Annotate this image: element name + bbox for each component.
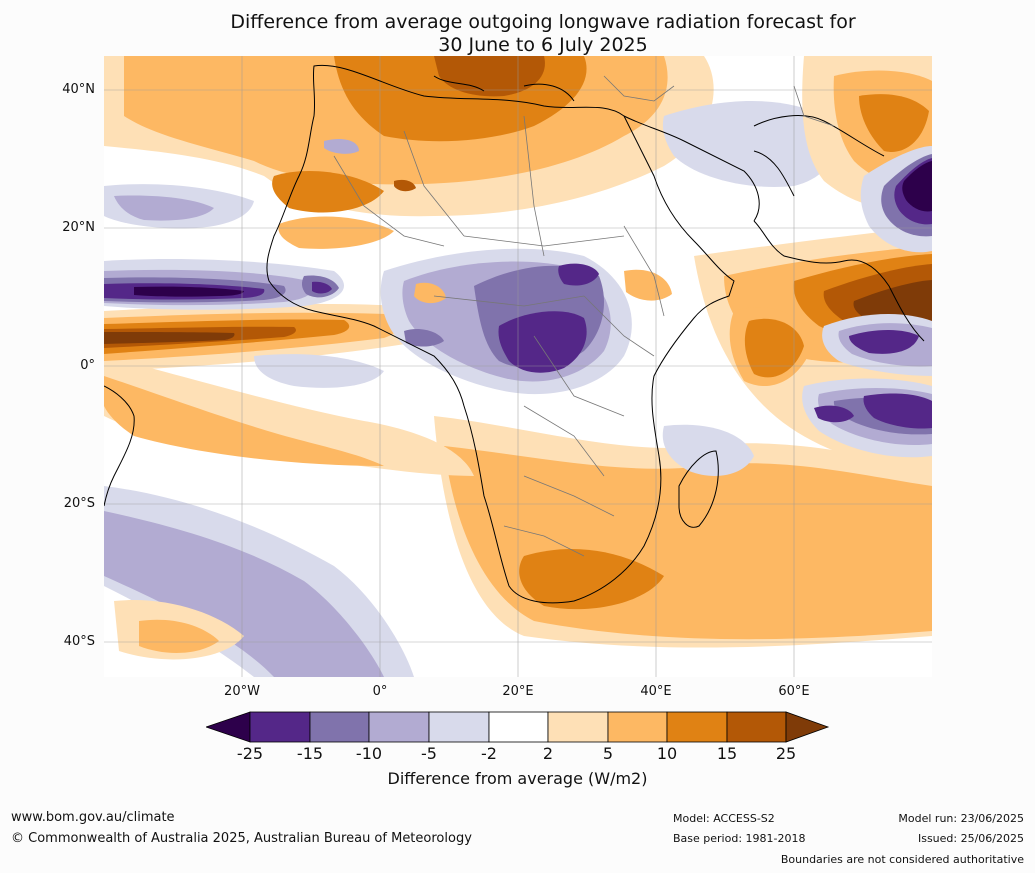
colorbar-swatch — [607, 711, 668, 743]
anomaly-contour — [312, 281, 332, 294]
colorbar-tick: 10 — [656, 744, 678, 763]
colorbar — [206, 711, 830, 743]
footer-issued: Issued: 25/06/2025 — [917, 832, 1024, 845]
anomaly-contour — [558, 263, 599, 286]
footer-disclaimer: Boundaries are not considered authoritat… — [780, 853, 1024, 866]
colorbar-swatch — [309, 711, 370, 743]
anomaly-contour — [104, 356, 474, 476]
anomaly-contour — [114, 195, 214, 221]
anomaly-contour — [519, 548, 664, 610]
lat-label-40s: 40°S — [63, 634, 95, 649]
colorbar-tick: 2 — [542, 744, 554, 763]
coastlines — [104, 64, 925, 604]
anomaly-contour — [272, 171, 384, 213]
colorbar-tick: 25 — [775, 744, 797, 763]
footer-model: Model: ACCESS-S2 — [673, 812, 775, 825]
colorbar-tick: -25 — [236, 744, 264, 763]
colorbar-swatch — [547, 711, 609, 743]
anomaly-contour — [444, 446, 932, 640]
anomaly-contour — [744, 318, 804, 378]
lon-label-40e: 40°E — [640, 684, 672, 699]
anomaly-contour — [849, 330, 919, 354]
lon-label-60e: 60°E — [778, 684, 810, 699]
colorbar-swatch — [726, 711, 787, 743]
anomaly-contour — [434, 56, 545, 97]
anomaly-contour — [394, 179, 416, 192]
map-title-line-1: Difference from average outgoing longwav… — [230, 11, 856, 33]
map-title-line-2: 30 June to 6 July 2025 — [438, 34, 648, 56]
anomaly-contour — [278, 216, 394, 249]
country-borders — [333, 75, 835, 557]
colorbar-swatch — [428, 711, 490, 743]
anomaly-contour — [498, 311, 587, 373]
colorbar-swatch — [666, 711, 728, 743]
anomaly-contour — [859, 94, 929, 152]
anomaly-contour — [104, 332, 235, 344]
anomaly-contour — [324, 139, 359, 154]
anomaly-contour — [863, 393, 932, 429]
anomaly-contour — [104, 511, 384, 677]
colorbar-swatch — [368, 711, 430, 743]
lon-label-0: 0° — [372, 684, 388, 699]
colorbar-swatch — [249, 711, 311, 743]
lon-label-20w: 20°W — [224, 684, 260, 699]
colorbar-tick: 15 — [716, 744, 738, 763]
footer-base-period: Base period: 1981-2018 — [673, 832, 806, 845]
anomaly-contour — [662, 424, 754, 476]
colorbar-tick: -5 — [421, 744, 437, 763]
lat-label-20s: 20°S — [63, 496, 95, 511]
anomaly-contour — [814, 405, 854, 423]
colorbar-tick: -10 — [355, 744, 383, 763]
anomaly-contour — [254, 354, 384, 388]
anomaly-contour — [902, 161, 932, 212]
lat-label-40n: 40°N — [62, 82, 95, 97]
anomaly-contour — [662, 101, 834, 187]
anomaly-contour — [104, 376, 384, 466]
graticule — [104, 56, 932, 677]
anomaly-contour — [134, 286, 244, 297]
colorbar-label: Difference from average (W/m2) — [387, 769, 648, 788]
colorbar-tick: -15 — [296, 744, 324, 763]
lat-label-20n: 20°N — [62, 220, 95, 235]
colorbar-extend-high — [785, 711, 830, 743]
lat-label-0: 0° — [80, 358, 95, 373]
colorbar-tick: -2 — [481, 744, 497, 763]
colorbar-extend-low — [206, 711, 251, 743]
footer-website-link[interactable]: www.bom.gov.au/climate — [11, 810, 175, 825]
lon-label-20e: 20°E — [502, 684, 534, 699]
anomaly-contour — [414, 282, 446, 304]
colorbar-swatch — [488, 711, 549, 743]
anomaly-contour — [139, 619, 219, 653]
colorbar-tick: 5 — [602, 744, 614, 763]
olr-anomaly-map — [104, 56, 932, 677]
anomaly-contour — [624, 269, 672, 301]
footer-copyright: © Commonwealth of Australia 2025, Austra… — [11, 831, 472, 846]
anomaly-contour — [404, 329, 444, 347]
footer-model-run: Model run: 23/06/2025 — [898, 812, 1024, 825]
